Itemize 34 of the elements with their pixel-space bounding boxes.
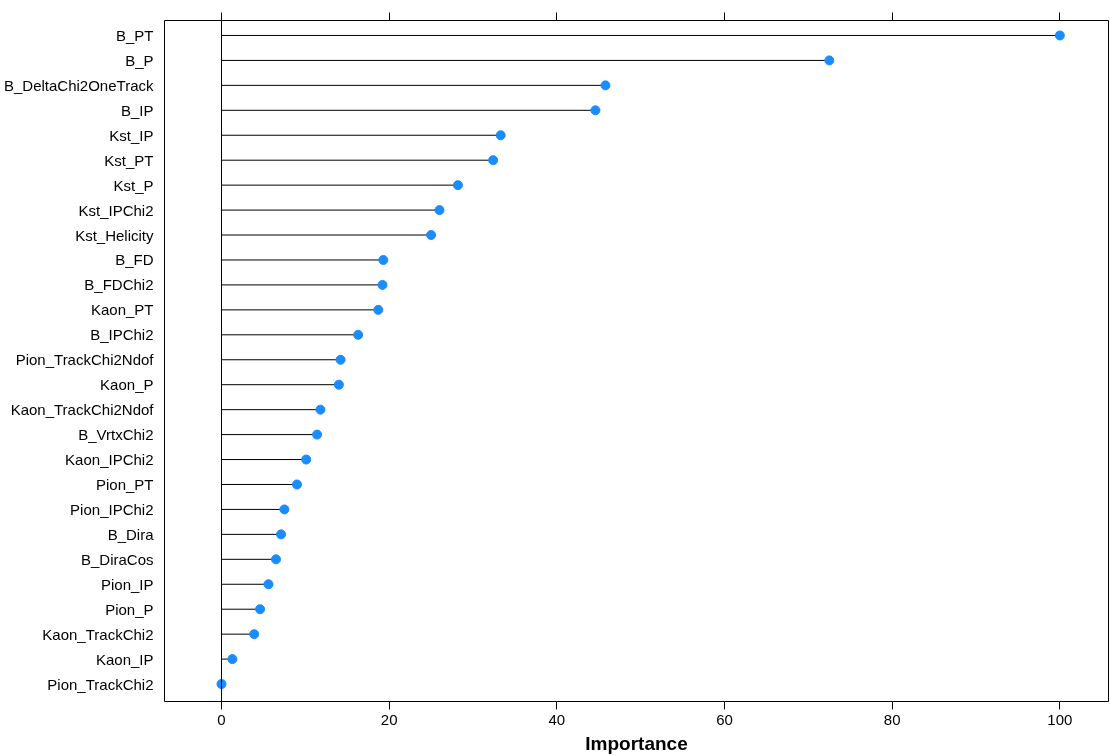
y-tick-label: B_VrtxChi2 — [78, 426, 154, 444]
y-tick-label: Kaon_PT — [90, 301, 154, 319]
y-tick-label: Pion_TrackChi2 — [47, 675, 154, 693]
y-tick-label: Pion_P — [105, 600, 154, 618]
y-tick-label: Kst_IPChi2 — [78, 201, 154, 219]
y-tick-label: Pion_IP — [100, 575, 154, 593]
x-axis-title: Importance — [585, 732, 688, 754]
y-tick-label: B_IP — [120, 101, 154, 119]
y-tick-label: B_IPChi2 — [90, 326, 154, 344]
y-tick-label: B_Dira — [107, 525, 155, 543]
y-tick-label: B_DeltaChi2OneTrack — [3, 76, 154, 94]
y-tick-label: B_FD — [115, 251, 154, 269]
y-tick-label: B_PT — [115, 26, 154, 44]
x-tick-label: 0 — [217, 710, 226, 728]
x-tick-label: 80 — [883, 710, 901, 728]
x-tick-label: 20 — [380, 710, 398, 728]
y-tick-label: B_FDChi2 — [84, 276, 154, 294]
y-tick-label: Kaon_IP — [95, 650, 154, 668]
y-tick-label: Kst_IP — [109, 126, 154, 144]
y-tick-label: Pion_IPChi2 — [70, 500, 154, 518]
y-tick-label: Kst_PT — [104, 151, 154, 169]
x-tick-label: 60 — [716, 710, 733, 728]
y-tick-label: Kst_Helicity — [75, 226, 154, 244]
y-tick-label: Kaon_IPChi2 — [65, 451, 154, 469]
y-tick-label: Kaon_TrackChi2Ndof — [10, 401, 155, 419]
x-tick-label: 40 — [548, 710, 566, 728]
y-tick-label: Kst_P — [113, 176, 154, 194]
x-tick-label: 100 — [1047, 710, 1073, 728]
y-tick-label: B_P — [125, 51, 154, 69]
y-tick-label: Kaon_TrackChi2 — [42, 625, 154, 643]
y-tick-label: Pion_PT — [95, 475, 154, 493]
y-tick-label: B_DiraCos — [80, 550, 154, 568]
y-tick-label: Pion_TrackChi2Ndof — [15, 351, 155, 369]
y-tick-label: Kaon_P — [100, 376, 154, 394]
